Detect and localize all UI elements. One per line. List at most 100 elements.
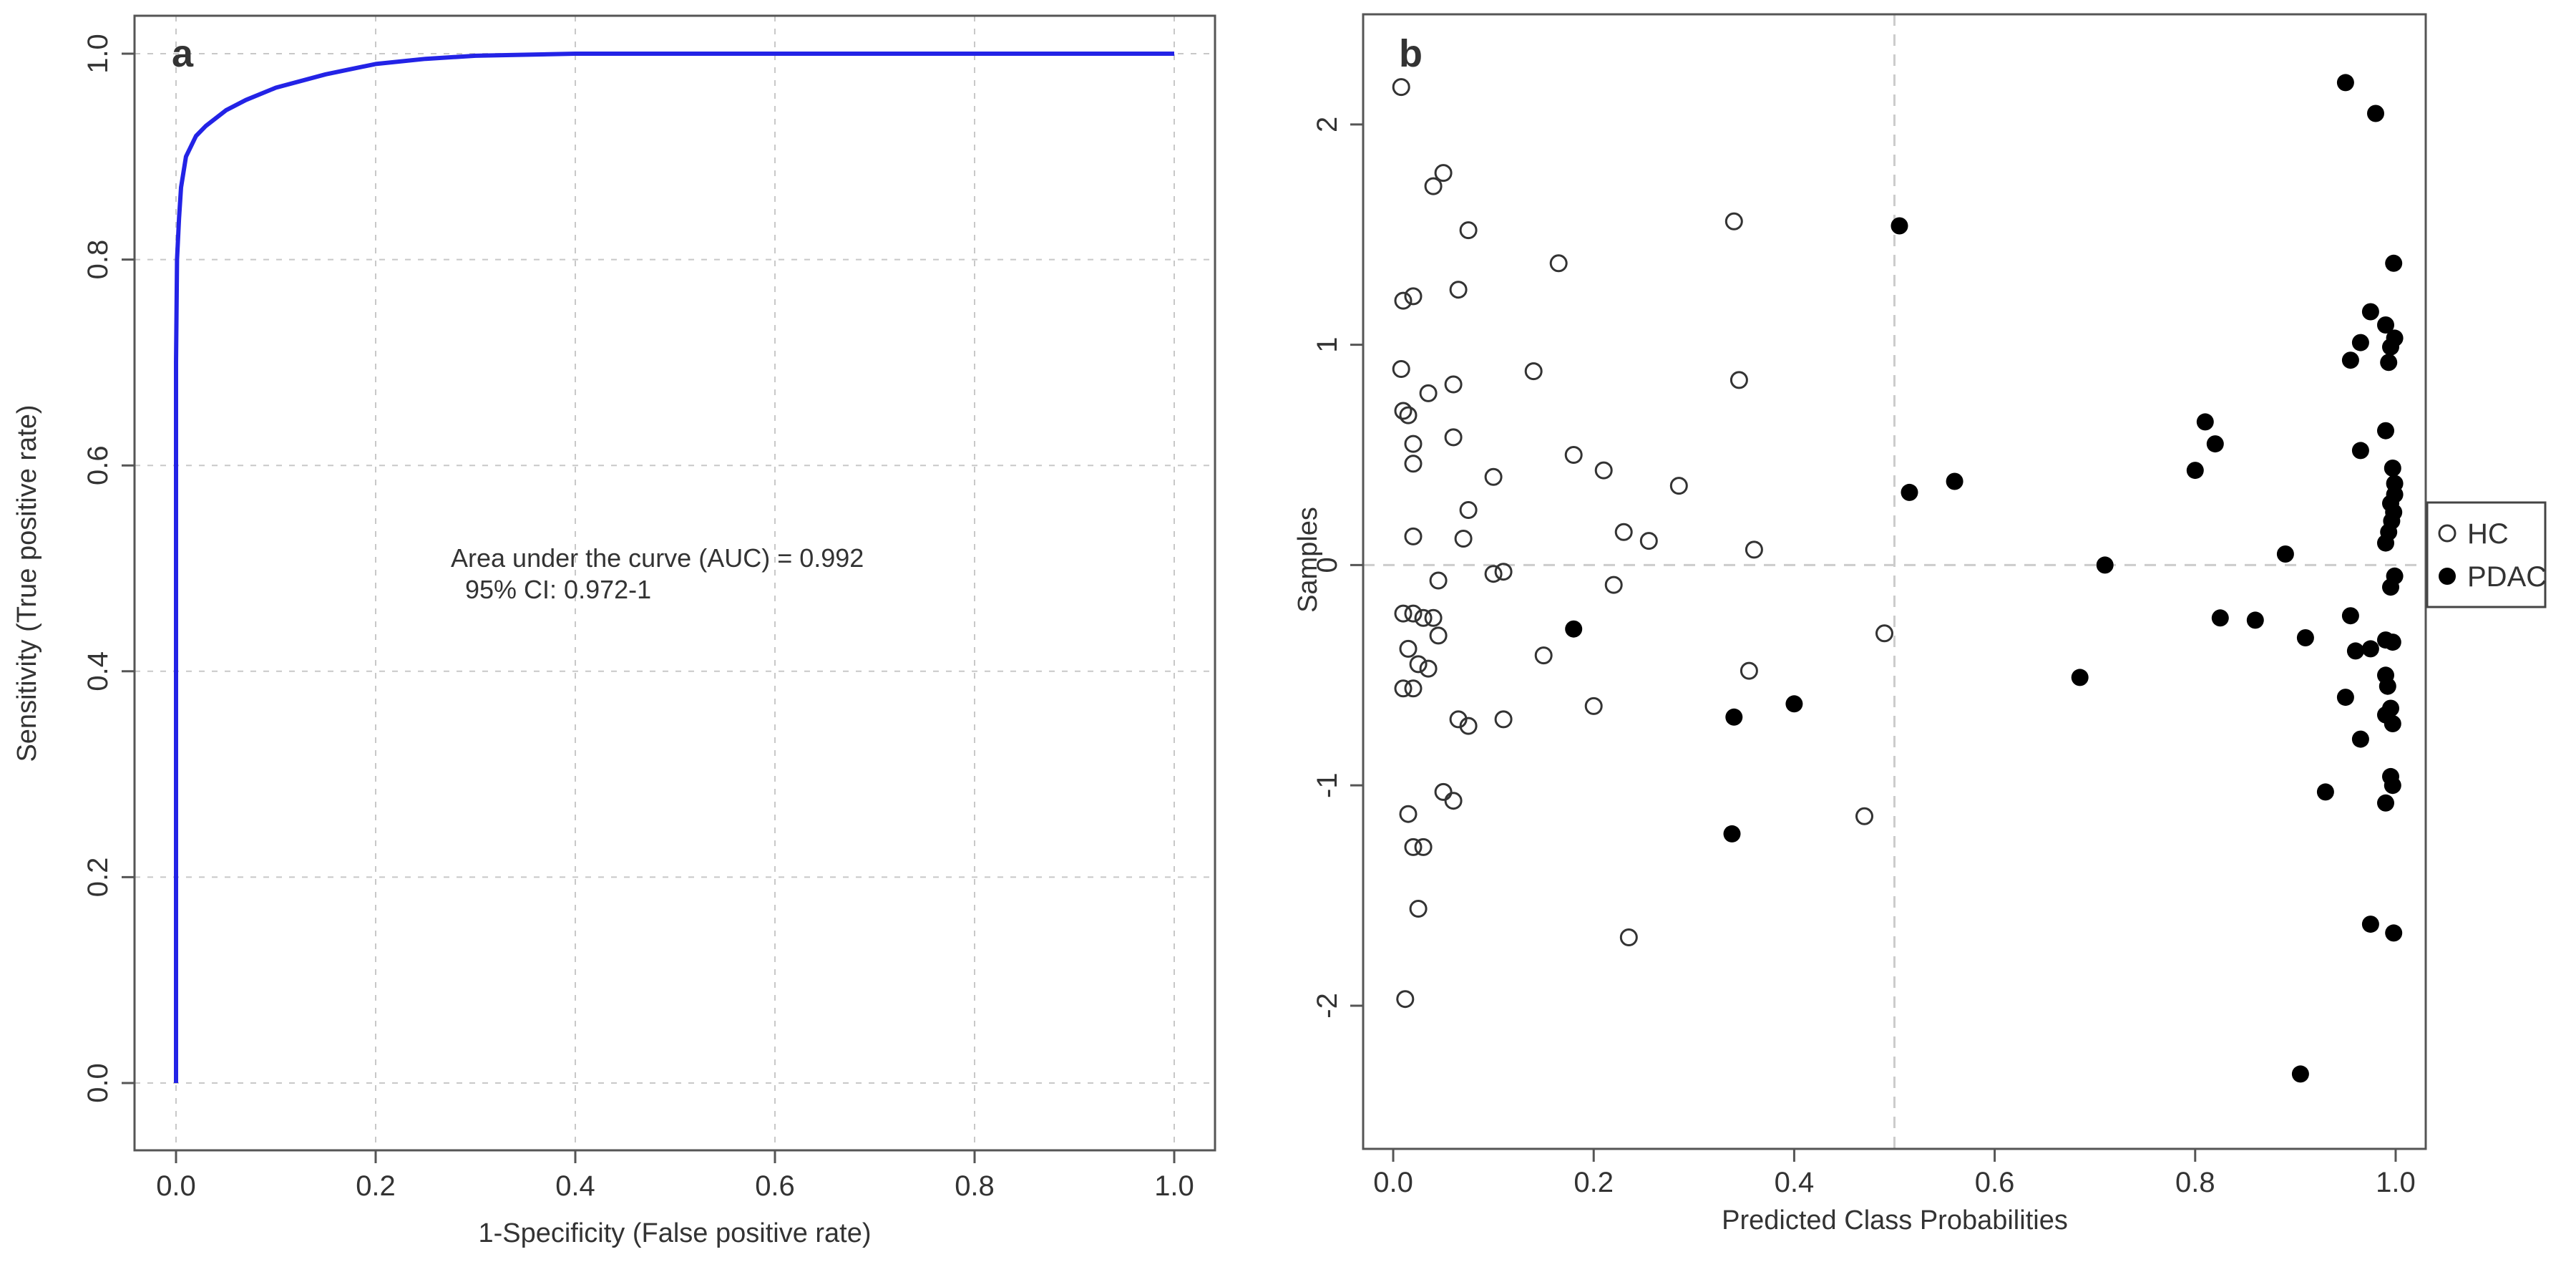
roc-x-axis-title: 1-Specificity (False positive rate) bbox=[478, 1218, 871, 1248]
scatter-y-tick-label: -2 bbox=[1312, 993, 1343, 1019]
scatter-y-ticks: -2 -1 0 1 2 bbox=[1312, 117, 1363, 1019]
scatter-x-tick-label: 1.0 bbox=[2376, 1167, 2416, 1198]
pdac-point bbox=[2316, 783, 2334, 801]
roc-curve-line bbox=[174, 52, 1174, 1083]
hc-point bbox=[1454, 530, 1473, 548]
hc-point bbox=[1404, 287, 1423, 306]
hc-point bbox=[1614, 523, 1633, 541]
hc-point bbox=[1414, 838, 1433, 856]
pdac-point bbox=[2341, 607, 2359, 625]
hc-point bbox=[1484, 565, 1503, 583]
scatter-y-axis-title: Samples bbox=[1293, 507, 1323, 613]
pdac-point bbox=[2377, 422, 2394, 440]
hc-point bbox=[1564, 446, 1583, 464]
pdac-point bbox=[1890, 217, 1908, 235]
hc-point bbox=[1444, 375, 1463, 394]
pdac-point bbox=[1725, 708, 1743, 726]
hc-point bbox=[1414, 608, 1433, 627]
pdac-point bbox=[2384, 715, 2401, 732]
scatter-points bbox=[1392, 74, 2404, 1083]
hc-point bbox=[1404, 455, 1423, 473]
pdac-point bbox=[2341, 351, 2359, 369]
pdac-point bbox=[2096, 556, 2114, 574]
pdac-point bbox=[1785, 695, 1803, 713]
legend-box bbox=[2426, 501, 2547, 608]
legend-hc-marker bbox=[2438, 524, 2457, 543]
pdac-point bbox=[2206, 435, 2224, 453]
roc-y-tick-label: 0.2 bbox=[82, 858, 114, 898]
pdac-point bbox=[1723, 825, 1741, 843]
hc-point bbox=[1459, 501, 1478, 519]
roc-y-tick-label: 0.0 bbox=[82, 1063, 114, 1103]
pdac-point bbox=[2351, 730, 2369, 748]
roc-x-tick-label: 0.2 bbox=[356, 1170, 396, 1202]
hc-point bbox=[1584, 696, 1603, 715]
hc-point bbox=[1399, 639, 1418, 658]
hc-point bbox=[1604, 576, 1623, 594]
hc-point bbox=[1409, 655, 1428, 674]
scatter-x-ticks: 0.0 0.2 0.4 0.6 0.8 1.0 bbox=[1373, 1149, 2416, 1198]
hc-point bbox=[1429, 626, 1448, 645]
pdac-point bbox=[2361, 916, 2379, 933]
scatter-y-tick-label: 1 bbox=[1312, 337, 1343, 353]
scatter-plot-frame bbox=[1362, 13, 2427, 1150]
pdac-point bbox=[2380, 354, 2398, 372]
roc-y-tick-label: 0.4 bbox=[82, 651, 114, 691]
hc-point bbox=[1745, 540, 1763, 559]
pdac-point bbox=[2367, 105, 2384, 122]
roc-x-tick-label: 1.0 bbox=[1154, 1170, 1194, 1202]
hc-point bbox=[1409, 900, 1428, 918]
reference-lines bbox=[1363, 14, 2426, 1149]
hc-point bbox=[1419, 384, 1438, 402]
pdac-point bbox=[2336, 74, 2354, 92]
roc-x-ticks: 0.0 0.2 0.4 0.6 0.8 1.0 bbox=[156, 1150, 1194, 1202]
hc-point bbox=[1424, 608, 1443, 627]
scatter-panel: 0.0 0.2 0.4 0.6 0.8 1.0 -2 -1 0 1 2 b Predicted C… bbox=[1293, 13, 2547, 1235]
roc-x-tick-label: 0.8 bbox=[955, 1170, 995, 1202]
hc-point bbox=[1404, 679, 1423, 698]
hc-point bbox=[1424, 177, 1443, 195]
roc-x-tick-label: 0.6 bbox=[755, 1170, 795, 1202]
pdac-point bbox=[2361, 303, 2379, 321]
roc-y-tick-label: 0.8 bbox=[82, 240, 114, 280]
scatter-x-axis-title: Predicted Class Probabilities bbox=[1722, 1205, 2068, 1235]
roc-y-ticks: 0.0 0.2 0.4 0.6 0.8 1.0 bbox=[82, 34, 135, 1103]
pdac-point bbox=[1901, 483, 1918, 501]
pdac-point bbox=[2377, 316, 2394, 334]
pdac-point bbox=[2351, 442, 2369, 460]
hc-point bbox=[1404, 527, 1423, 545]
pdac-point bbox=[2351, 334, 2369, 351]
hc-point bbox=[1392, 78, 1410, 97]
hc-point bbox=[1394, 679, 1413, 698]
pdac-point bbox=[2296, 629, 2314, 646]
hc-point bbox=[1459, 221, 1478, 240]
pdac-point bbox=[2382, 338, 2399, 356]
pdac-point bbox=[2336, 689, 2354, 707]
hc-point bbox=[1399, 406, 1418, 424]
scatter-y-tick-label: 2 bbox=[1312, 117, 1343, 132]
hc-point bbox=[1404, 434, 1423, 453]
hc-point bbox=[1394, 291, 1413, 310]
pdac-point bbox=[2379, 677, 2396, 695]
hc-point bbox=[1524, 362, 1543, 381]
ci-annotation: 95% CI: 0.972-1 bbox=[465, 575, 651, 604]
roc-panel: 0.0 0.2 0.4 0.6 0.8 1.0 0.00.20.40.60.81.0 a … bbox=[12, 14, 1216, 1248]
hc-point bbox=[1724, 212, 1743, 230]
pdac-point bbox=[2291, 1065, 2309, 1083]
legend-pdac-marker bbox=[2439, 568, 2456, 585]
hc-point bbox=[1392, 360, 1410, 378]
roc-y-tick-label: 1.0 bbox=[82, 34, 114, 74]
hc-point bbox=[1399, 805, 1418, 823]
hc-point bbox=[1444, 792, 1463, 810]
pdac-point bbox=[2385, 924, 2403, 942]
scatter-y-tick-label: 0 bbox=[1312, 557, 1343, 573]
pdac-point bbox=[2384, 777, 2401, 795]
pdac-point bbox=[2377, 534, 2394, 552]
hc-point bbox=[1740, 661, 1758, 680]
pdac-point bbox=[2246, 611, 2264, 629]
roc-y-axis-title: Sensitivity (True positive rate) bbox=[12, 404, 42, 762]
legend-hc-label: HC bbox=[2467, 518, 2509, 550]
hc-point bbox=[1494, 563, 1513, 581]
pdac-point bbox=[2384, 460, 2401, 477]
